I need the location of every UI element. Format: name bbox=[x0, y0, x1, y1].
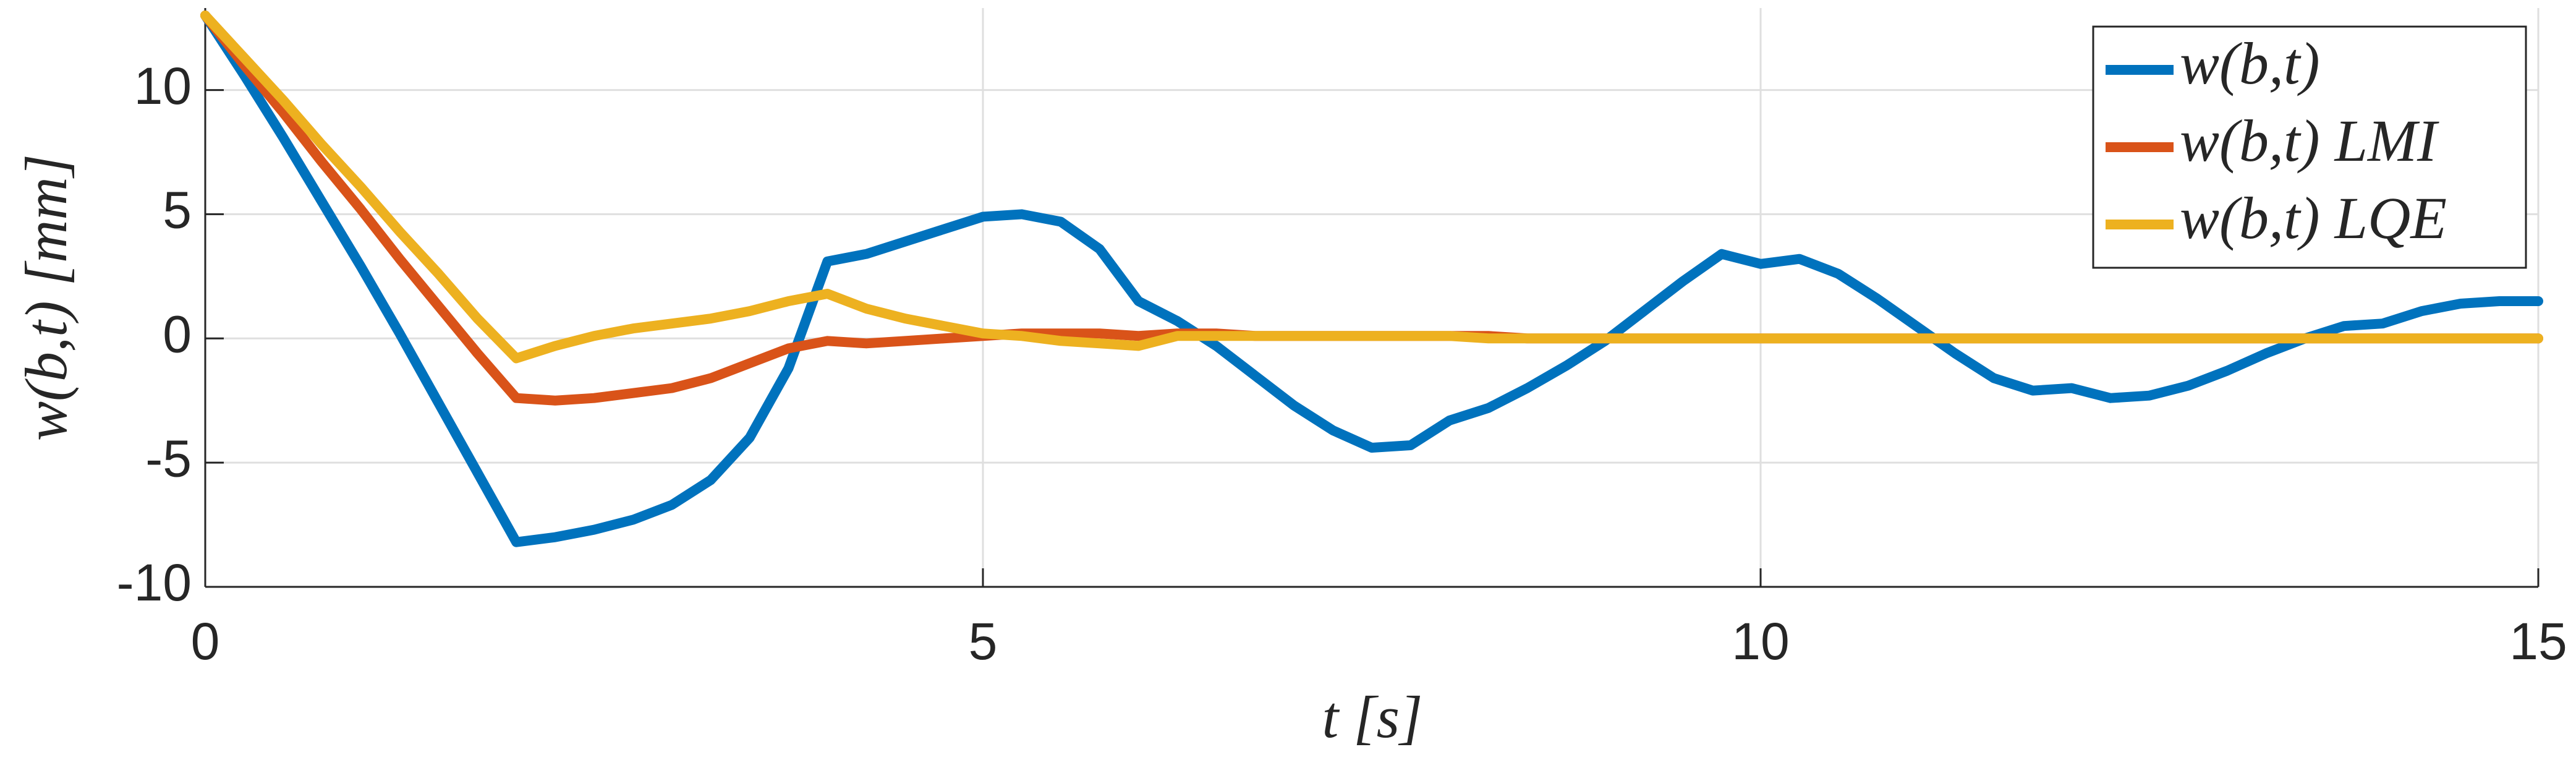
y-tick-label: -5 bbox=[145, 429, 192, 487]
x-tick-label: 10 bbox=[1732, 612, 1789, 670]
data-line bbox=[200, 11, 2543, 364]
legend-label: w(b,t) LMI bbox=[2180, 108, 2439, 174]
legend-label: w(b,t) bbox=[2180, 30, 2320, 96]
data-line bbox=[200, 11, 2543, 547]
x-tick-label: 15 bbox=[2509, 612, 2567, 670]
x-tick-label: 5 bbox=[969, 612, 998, 670]
y-tick-label: 10 bbox=[134, 57, 192, 115]
legend-label: w(b,t) LQE bbox=[2180, 185, 2447, 251]
y-tick-label: 5 bbox=[163, 181, 192, 239]
legend: w(b,t) w(b,t) LMI w(b,t) LQE bbox=[2092, 25, 2527, 269]
x-axis-label: t [s] bbox=[1322, 684, 1423, 750]
y-tick-label: -10 bbox=[117, 553, 192, 612]
y-axis-label: w(b,t) [mm] bbox=[13, 154, 79, 441]
y-tick-label: 0 bbox=[163, 305, 192, 363]
x-tick-label: 0 bbox=[191, 612, 220, 670]
